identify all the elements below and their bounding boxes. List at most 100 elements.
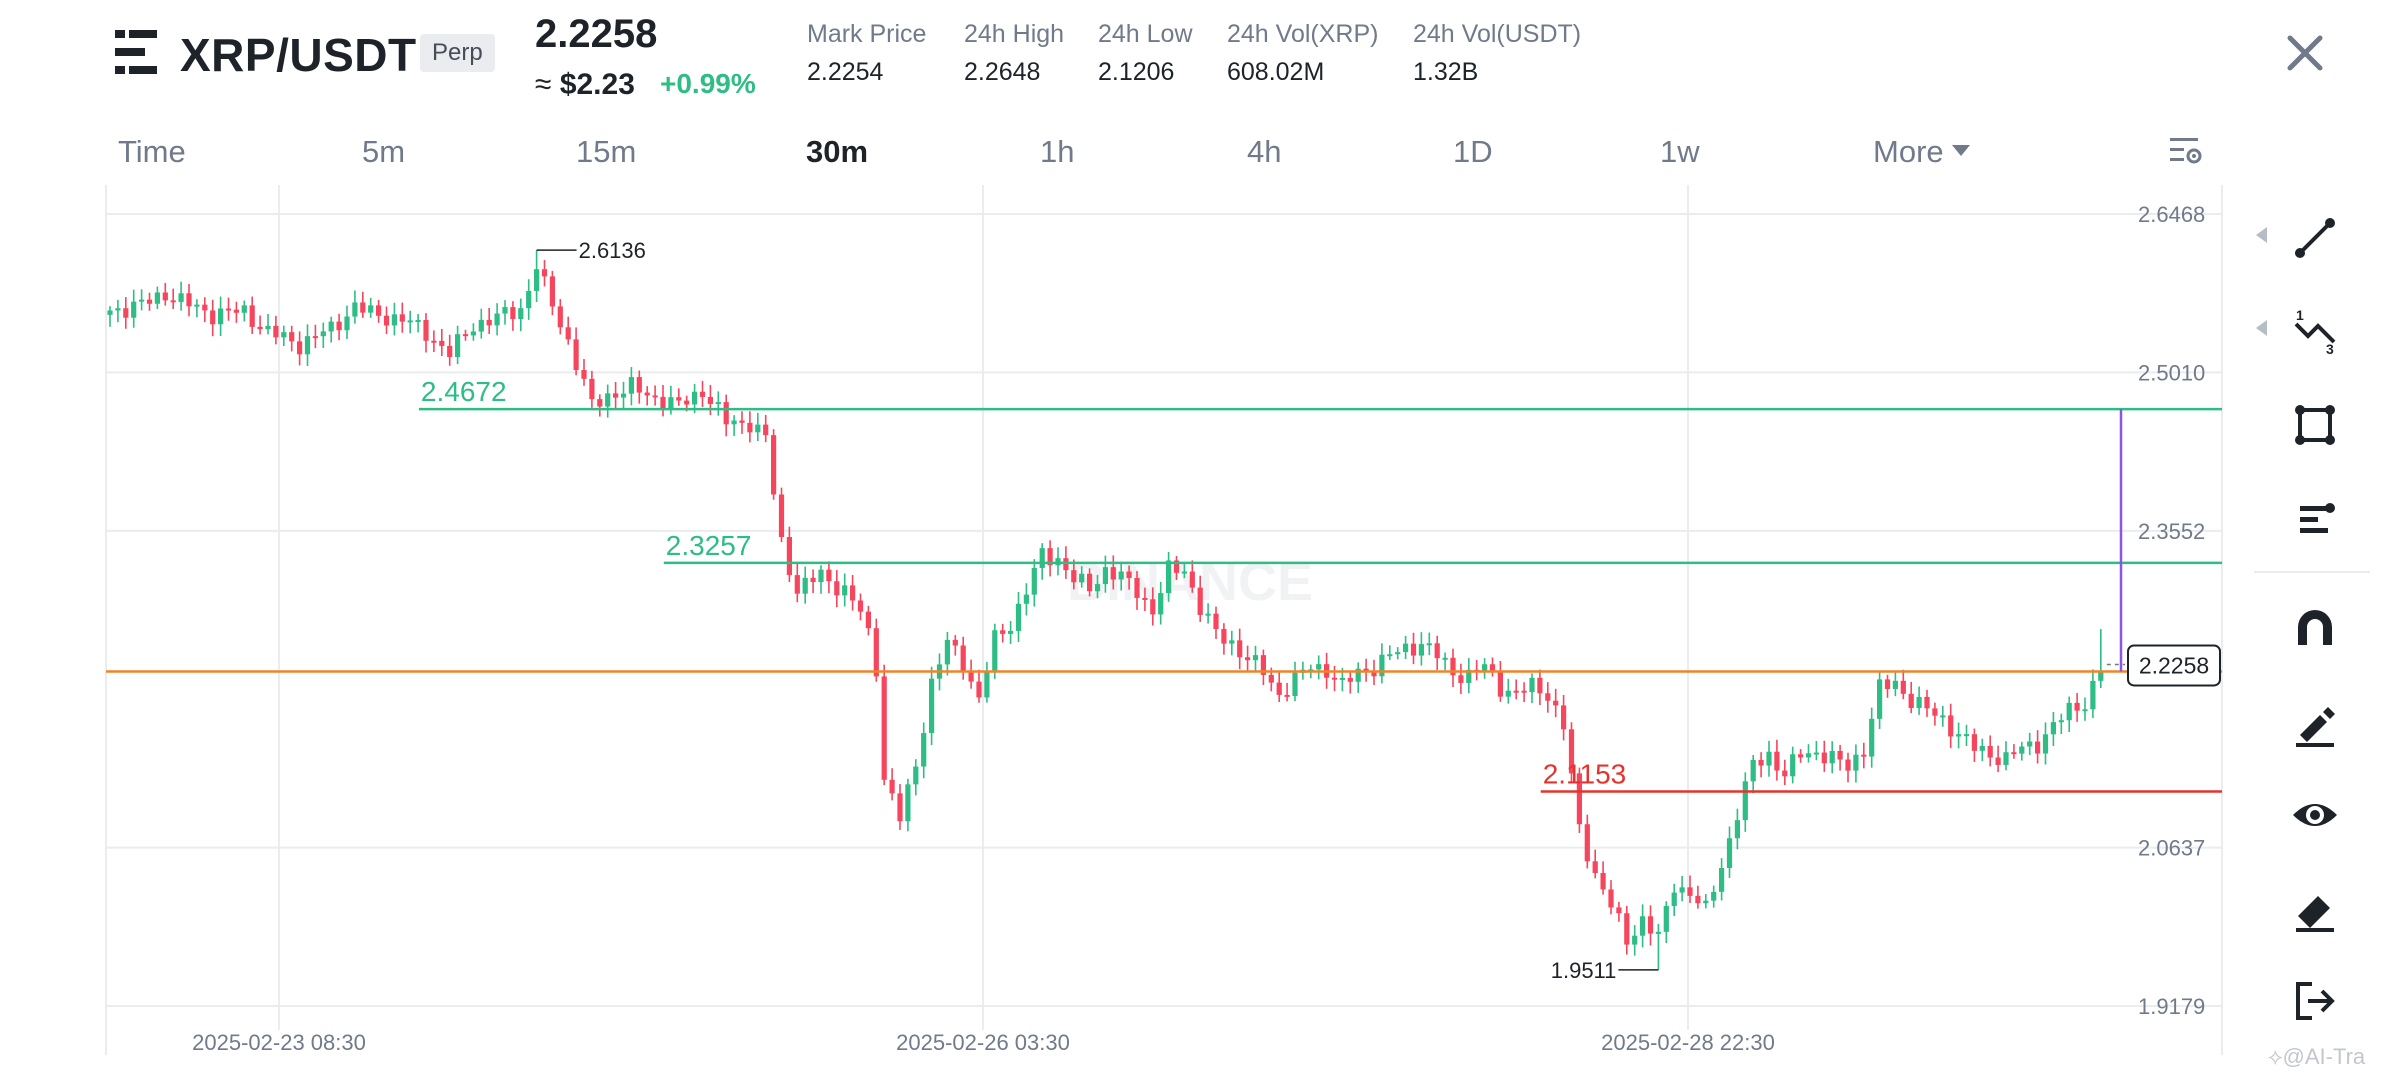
lock-draw-icon[interactable] [2290, 699, 2340, 749]
candle-body [1758, 759, 1764, 766]
candle-body [1853, 754, 1859, 771]
candle-body [1181, 571, 1187, 574]
candle-body [281, 332, 287, 338]
candle-body [1877, 679, 1883, 719]
candle-body [905, 784, 911, 822]
candle-body [407, 320, 413, 323]
menu-icon[interactable] [115, 30, 157, 74]
tab-4h[interactable]: 4h [1247, 134, 1282, 169]
candle-body [652, 395, 658, 398]
candle-body [494, 313, 500, 326]
chart-grid [105, 185, 2223, 1055]
candle-body [186, 293, 192, 307]
candle-body [857, 600, 864, 612]
svg-text:3: 3 [2326, 341, 2334, 356]
candle-body [1584, 824, 1590, 862]
candle-body [1134, 577, 1140, 598]
candle-body [1229, 640, 1235, 644]
candle-body [881, 676, 887, 780]
tab-1h[interactable]: 1h [1040, 134, 1075, 169]
candle-body [731, 420, 737, 425]
expand-arrow-icon[interactable] [2256, 227, 2267, 243]
close-icon[interactable] [2280, 28, 2330, 78]
candle-body [289, 332, 295, 342]
candle-body [139, 299, 145, 302]
candle-body [1782, 770, 1788, 777]
candle-body [265, 325, 271, 330]
last-price: 2.2258 [535, 12, 658, 56]
candle-body [1094, 584, 1101, 592]
price-tick-label: 2.3552 [2138, 519, 2205, 544]
candle-body [1869, 718, 1875, 757]
tab-time[interactable]: Time [118, 134, 186, 169]
candle-body [1158, 593, 1164, 615]
high-label: 2.6136 [579, 238, 646, 263]
chart-settings-icon[interactable] [2168, 134, 2204, 170]
tab-1d[interactable]: 1D [1453, 134, 1493, 169]
candle-body [202, 304, 208, 311]
candle-body [1489, 664, 1496, 672]
low-label: 1.9511 [1551, 958, 1617, 983]
candle-body [1750, 759, 1756, 782]
candle-body [913, 766, 919, 785]
candle-body [1505, 690, 1511, 697]
text-tool-icon[interactable] [2290, 494, 2340, 544]
candle-body [518, 308, 524, 320]
candle-body [1671, 892, 1677, 906]
tab-1w[interactable]: 1w [1660, 134, 1700, 169]
candle-body [1632, 935, 1638, 945]
candle-body [249, 305, 255, 327]
candle-body [771, 435, 777, 495]
candle-body [218, 308, 224, 325]
candle-body [1339, 677, 1345, 680]
eraser-icon[interactable] [2290, 884, 2340, 934]
stat-value: 2.1206 [1098, 58, 1175, 86]
candle-body [1529, 677, 1535, 693]
candle-body [1924, 696, 1930, 709]
candle-body [1695, 895, 1701, 904]
candle-body [510, 307, 516, 320]
shape-tool-icon[interactable] [2290, 400, 2340, 450]
exit-icon[interactable] [2290, 976, 2340, 1026]
trend-line-icon[interactable] [2290, 213, 2340, 263]
candle-body [1110, 567, 1116, 580]
tab-30m[interactable]: 30m [806, 134, 869, 169]
tab-more[interactable]: More [1873, 134, 1970, 170]
candle-body [826, 569, 832, 582]
candle-body [344, 316, 350, 331]
candle-body [660, 396, 666, 410]
candle-body [873, 628, 879, 677]
candle-body [1426, 643, 1432, 646]
tab-5m[interactable]: 5m [362, 134, 406, 169]
axes: 2.6468 2.5010 2.3552 2.0637 1.9179 2.2258 2025… [192, 202, 2221, 1055]
candle-body [952, 639, 958, 646]
stat-value: 1.32B [1413, 58, 1479, 86]
candle-body [1087, 573, 1093, 592]
candle-body [715, 402, 721, 405]
stat-label: Mark Price [807, 20, 927, 48]
candle-body [478, 319, 484, 332]
stat-value: 608.02M [1227, 58, 1325, 86]
time-tick-label: 2025-02-23 08:30 [192, 1030, 366, 1055]
visibility-icon[interactable] [2290, 790, 2340, 840]
candle-body [1031, 567, 1037, 595]
fib-tool-icon[interactable]: 1 3 [2290, 306, 2340, 356]
price-tick-label: 1.9179 [2138, 994, 2205, 1019]
tab-15m[interactable]: 15m [576, 134, 637, 169]
candle-body [312, 336, 318, 339]
candle-body [131, 301, 137, 318]
candle-body [1845, 759, 1851, 771]
expand-arrow-icon[interactable] [2256, 320, 2267, 336]
candle-body [297, 341, 303, 355]
candle-body [352, 302, 358, 317]
candle-body [1719, 868, 1725, 892]
magnet-icon[interactable] [2290, 603, 2340, 653]
candle-body [1734, 820, 1740, 839]
candles [107, 250, 2104, 970]
candle-body [1008, 630, 1014, 634]
candle-body [2042, 734, 2049, 754]
candle-body [747, 422, 753, 433]
candle-body [1821, 752, 1827, 764]
pair-symbol[interactable]: XRP/USDT [180, 29, 417, 81]
